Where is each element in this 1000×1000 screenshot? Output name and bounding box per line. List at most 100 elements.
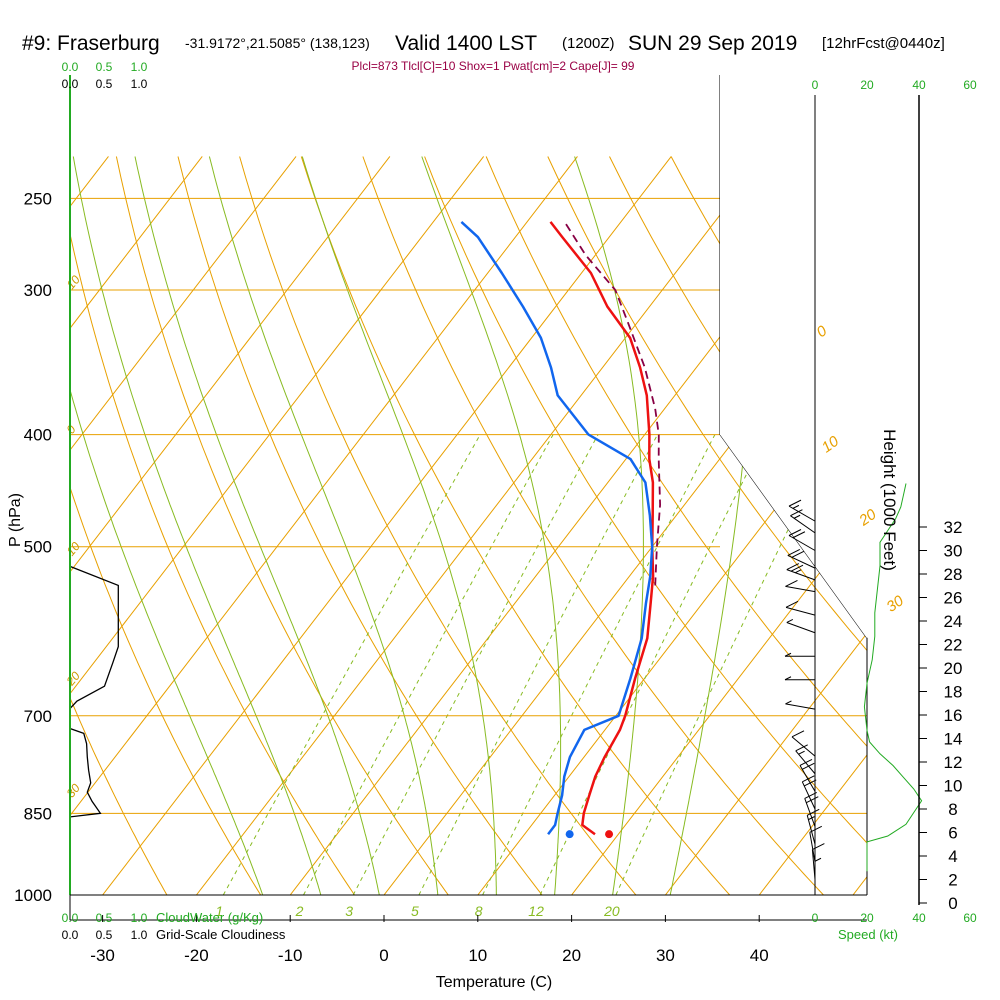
wind-barb-half xyxy=(786,619,794,623)
pressure-tick-label: 850 xyxy=(24,804,52,823)
isotherm-line xyxy=(758,754,867,895)
wind-barb-half xyxy=(784,676,792,681)
cw-top-tick: 0.5 xyxy=(96,60,113,74)
moist-adiabat xyxy=(134,156,380,895)
isobar-lines xyxy=(70,197,867,895)
cw-top-tick: 1.0 xyxy=(131,60,148,74)
dry-adiabat xyxy=(70,696,168,895)
dry-adiabat xyxy=(177,156,543,895)
wind-barb xyxy=(785,606,816,616)
wind-barb xyxy=(809,832,816,862)
cloudwater-profile xyxy=(69,565,119,895)
x-tick-label: -10 xyxy=(278,946,303,965)
pressure-tick-label: 700 xyxy=(24,707,52,726)
speed-bottom-tick: 40 xyxy=(912,911,926,925)
cl-bottom-tick: 0.0 xyxy=(62,928,79,942)
height-tick-label: 10 xyxy=(944,777,963,796)
dry-adiabat xyxy=(70,231,356,895)
wind-barb xyxy=(785,703,816,710)
isotherm-line xyxy=(70,156,391,573)
speed-bottom-tick: 0 xyxy=(812,911,819,925)
cl-top-tick: 0.5 xyxy=(96,77,113,91)
cloudwater-line xyxy=(69,565,119,895)
dry-adiabat-label: 20 xyxy=(63,669,83,689)
speed-bottom-tick: 20 xyxy=(860,911,874,925)
height-tick-label: 26 xyxy=(944,589,963,608)
wind-barb-flag xyxy=(788,499,802,507)
cl-bottom-tick: 1.0 xyxy=(131,928,148,942)
speed-top-tick: 0 xyxy=(812,78,819,92)
mixing-ratio-label: 12 xyxy=(528,903,544,919)
x-tick-label: 10 xyxy=(468,946,487,965)
dry-adiabat xyxy=(115,156,449,895)
mixing-ratio-line xyxy=(615,434,835,895)
isotherm-line xyxy=(852,875,867,895)
wind-barb xyxy=(801,781,816,810)
cl-top-tick: 1.0 xyxy=(131,77,148,91)
station-title: #9: Fraserburg xyxy=(22,32,160,55)
wind-barb xyxy=(806,815,816,845)
dry-adiabat-label: 30 xyxy=(64,781,84,800)
pressure-tick-label: 1000 xyxy=(14,886,52,905)
cl-top-tick: 0.0 xyxy=(62,77,79,91)
station-coords: -31.9172°,21.5085° (138,123) xyxy=(185,35,370,51)
wind-barb-flag xyxy=(806,796,819,804)
wind-barb-flag xyxy=(802,762,815,770)
wind-barb-flag xyxy=(785,600,799,608)
x-tick-label: -30 xyxy=(90,946,115,965)
moist-adiabat xyxy=(301,156,497,895)
mixing-ratio-line xyxy=(482,434,716,895)
isotherm-line xyxy=(70,156,578,817)
moist-adiabat xyxy=(72,156,322,895)
wind-barb xyxy=(804,798,816,827)
dry-adiabat xyxy=(70,485,262,895)
pressure-tick-label: 500 xyxy=(24,538,52,557)
moist-adiabat xyxy=(421,156,562,895)
moist-adiabat xyxy=(208,156,439,895)
wind-barb-flag xyxy=(802,775,815,783)
wind-barb-flag xyxy=(788,529,802,536)
dry-adiabat xyxy=(485,156,867,748)
wind-barb xyxy=(785,585,816,593)
isotherm-line xyxy=(70,156,203,330)
cloudwater-label: CloudWater (g/Kg) xyxy=(156,910,263,925)
forecast-date: SUN 29 Sep 2019 xyxy=(628,32,797,55)
sounding-box xyxy=(719,73,868,895)
wind-barb-flag xyxy=(795,744,808,752)
wind-barb-flag xyxy=(785,579,798,587)
height-tick-label: 20 xyxy=(944,659,963,678)
forecast-run: [12hrFcst@0440z] xyxy=(822,35,945,52)
cw-bottom-tick: 0.0 xyxy=(62,911,79,925)
valid-time: Valid 1400 LST xyxy=(395,32,537,55)
wind-barb-flag xyxy=(792,531,806,539)
speed-top-scale: 0 20 40 60 xyxy=(812,78,977,92)
wind-barb-half xyxy=(798,750,805,755)
utc-time: (1200Z) xyxy=(562,35,615,52)
moist-adiabat xyxy=(70,387,264,895)
speed-label: Speed (kt) xyxy=(838,927,898,942)
wind-barb-half xyxy=(785,700,792,705)
x-tick-label: 30 xyxy=(656,946,675,965)
height-tick-label: 8 xyxy=(948,800,957,819)
height-tick-label: 6 xyxy=(948,824,957,843)
height-tick-label: 30 xyxy=(944,542,963,561)
height-tick-label: 24 xyxy=(944,612,963,631)
wind-barb-flag xyxy=(803,779,817,787)
isotherm-label: 30 xyxy=(883,592,907,616)
wind-barb-half xyxy=(784,652,792,657)
mixing-ratio-lines xyxy=(222,434,835,895)
dry-adiabat xyxy=(855,156,867,175)
height-tick-label: 4 xyxy=(948,847,957,866)
height-tick-label: 12 xyxy=(944,753,963,772)
wind-barb-flag xyxy=(807,808,820,816)
temperature-line xyxy=(549,221,655,836)
x-tick-label: 20 xyxy=(562,946,581,965)
moist-adiabat xyxy=(574,156,644,895)
wind-barb-half xyxy=(795,569,802,574)
mixing-ratio-label: 2 xyxy=(295,903,304,919)
wind-speed-line xyxy=(863,483,923,872)
mixing-ratio-line xyxy=(222,434,481,895)
wind-barb-flag xyxy=(786,563,800,571)
